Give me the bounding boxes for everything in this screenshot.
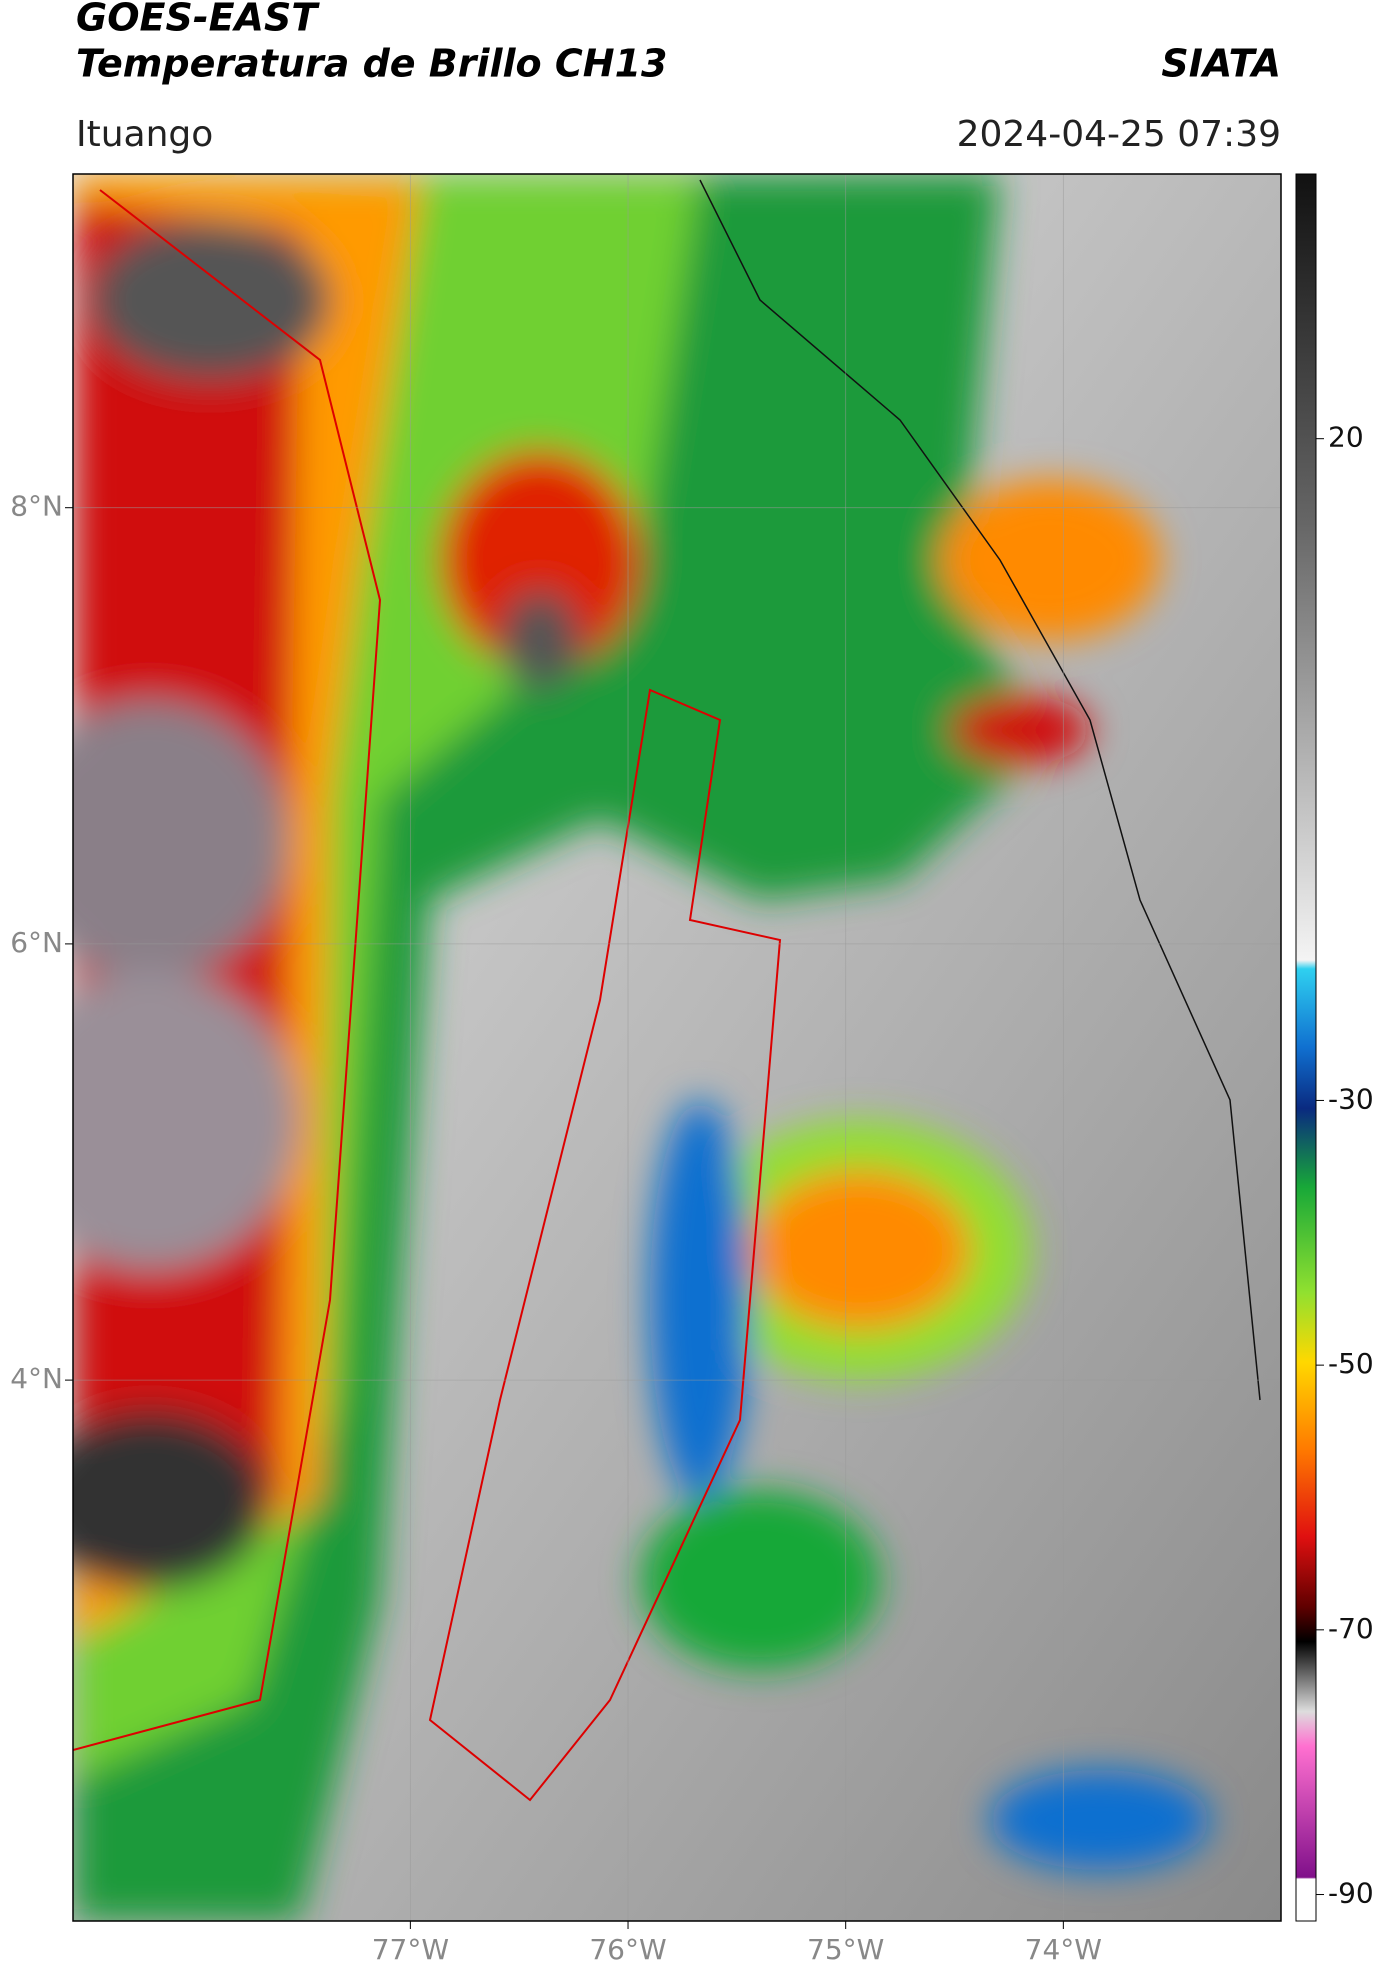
colorbar-tick-label: -90	[1328, 1877, 1374, 1910]
colorbar-tick-label: -50	[1328, 1347, 1374, 1380]
lat-tick-label: 4°N	[10, 1362, 63, 1395]
lon-tick-label: 75°W	[807, 1933, 884, 1966]
map-frame	[72, 173, 1282, 1922]
lat-tick-label: 8°N	[10, 490, 63, 523]
colorbar-tick-label: 20	[1328, 421, 1364, 454]
lat-tick-label: 6°N	[10, 926, 63, 959]
lon-tick-label: 74°W	[1025, 1933, 1102, 1966]
location: Ituango	[76, 114, 213, 155]
datetime: 2024-04-25 07:39	[957, 114, 1281, 155]
title: GOES-EAST	[76, 0, 320, 40]
lon-tick-label: 76°W	[589, 1933, 666, 1966]
colorbar-tick-label: -70	[1328, 1612, 1374, 1645]
title: Temperatura de Brillo CH13	[76, 42, 667, 86]
graticule	[65, 174, 1281, 1929]
lon-tick-label: 77°W	[372, 1933, 449, 1966]
colorbar	[1295, 173, 1317, 1922]
satellite-image	[73, 174, 1281, 1921]
colorbar-tick-label: -30	[1328, 1082, 1374, 1115]
source: SIATA	[1161, 42, 1281, 86]
